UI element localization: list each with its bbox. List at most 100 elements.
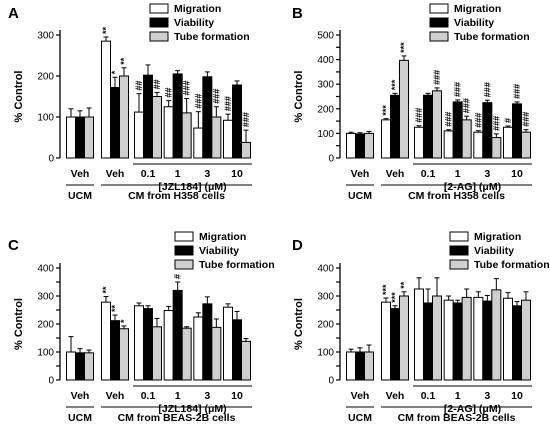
legend-label: Viability	[474, 245, 514, 257]
x-tick-label: 3	[204, 390, 210, 402]
x-tick-label: 3	[484, 390, 490, 402]
x-tick-label: 0.1	[421, 168, 436, 180]
x-tick-label: 1	[455, 390, 461, 402]
bar	[223, 119, 233, 159]
y-tick-label: 200	[37, 72, 54, 83]
bar	[119, 75, 129, 159]
significance-mark: ***	[381, 284, 391, 295]
bar	[364, 132, 374, 159]
legend-swatch	[449, 259, 469, 270]
panel-letter: A	[8, 5, 19, 22]
y-tick-label: 400	[317, 264, 334, 275]
bar	[346, 351, 356, 381]
x-tick-label: 1	[175, 168, 181, 180]
significance-mark: ***	[381, 105, 391, 116]
x-tick-label: Veh	[71, 390, 90, 402]
bar	[503, 297, 513, 381]
bar	[346, 132, 356, 159]
significance-mark: ###	[512, 84, 522, 99]
y-axis-label: % Control	[13, 71, 25, 123]
bar	[423, 94, 433, 159]
significance-mark: **	[101, 27, 111, 35]
x-tick-label: Veh	[106, 390, 125, 402]
legend-label: Migration	[199, 231, 246, 243]
x-group-label-cm: CM from H358 cells	[408, 190, 505, 202]
significance-mark: **	[399, 281, 409, 289]
bar	[355, 351, 365, 381]
significance-mark: *	[110, 70, 120, 74]
x-tick-label: 0.1	[141, 390, 156, 402]
bar	[66, 116, 76, 159]
x-group-label-treatment: [JZL184] (μM)	[158, 403, 226, 415]
x-tick-label: 3	[204, 168, 210, 180]
legend-swatch	[174, 231, 194, 242]
bar	[473, 296, 484, 381]
y-tick-label: 0	[48, 154, 54, 165]
x-tick-label: 3	[484, 168, 490, 180]
y-axis-label: % Control	[293, 298, 305, 350]
bar	[399, 295, 409, 381]
legend-label: Migration	[474, 231, 521, 243]
y-tick-label: 300	[37, 292, 54, 303]
legend-label: Viability	[174, 17, 214, 29]
bar	[355, 133, 365, 159]
legend-label: Tube formation	[474, 259, 550, 271]
significance-mark: **	[119, 57, 129, 65]
y-tick-label: 400	[37, 264, 54, 275]
bar	[473, 131, 484, 159]
significance-mark: *	[119, 319, 129, 323]
significance-mark: ###	[462, 98, 472, 113]
y-axis-label: % Control	[293, 71, 305, 123]
bar	[172, 289, 183, 381]
bar	[452, 302, 463, 381]
x-group-label-cm: CM from BEAS-2B cells	[398, 412, 516, 424]
bar	[491, 289, 502, 381]
legend-label: Viability	[454, 17, 494, 29]
bar	[521, 299, 531, 381]
significance-mark: ###	[414, 108, 424, 123]
x-tick-label: Veh	[386, 168, 405, 180]
bar	[193, 127, 204, 159]
bar	[152, 326, 162, 381]
legend-swatch	[429, 31, 449, 42]
legend-label: Tube formation	[199, 259, 275, 271]
significance-mark: ###	[211, 89, 221, 104]
y-tick-label: 0	[328, 154, 334, 165]
x-tick-label: 10	[511, 390, 523, 402]
significance-mark: #	[503, 118, 513, 123]
legend-swatch	[174, 259, 194, 270]
y-tick-label: 0	[328, 376, 334, 387]
y-tick-label: 200	[317, 320, 334, 331]
bar	[432, 90, 442, 159]
x-group-label-ucm: UCM	[68, 412, 92, 424]
bar	[181, 112, 192, 159]
bar	[390, 308, 400, 381]
significance-mark: ###	[223, 96, 233, 111]
bar	[75, 116, 85, 159]
significance-mark: ##	[164, 88, 174, 98]
bar	[223, 306, 233, 381]
significance-mark: ***	[399, 42, 409, 53]
x-group-label-ucm: UCM	[348, 190, 372, 202]
bar	[202, 303, 213, 381]
y-tick-label: 200	[37, 320, 54, 331]
legend-label: Tube formation	[454, 31, 530, 43]
significance-mark: ###	[453, 82, 463, 97]
panel-letter: B	[292, 5, 303, 22]
legend-label: Viability	[199, 245, 239, 257]
y-axis-label: % Control	[13, 298, 25, 350]
bar	[143, 308, 153, 381]
bar	[503, 126, 513, 159]
bar	[75, 352, 85, 381]
bar	[211, 116, 222, 159]
significance-mark: ##	[152, 79, 162, 89]
bar	[482, 300, 493, 381]
bar	[241, 340, 251, 381]
bar	[181, 327, 192, 381]
panel-letter: D	[292, 237, 303, 254]
bar	[193, 316, 204, 381]
legend-swatch	[429, 17, 449, 28]
significance-mark: ###	[241, 112, 251, 127]
bar	[110, 320, 120, 381]
